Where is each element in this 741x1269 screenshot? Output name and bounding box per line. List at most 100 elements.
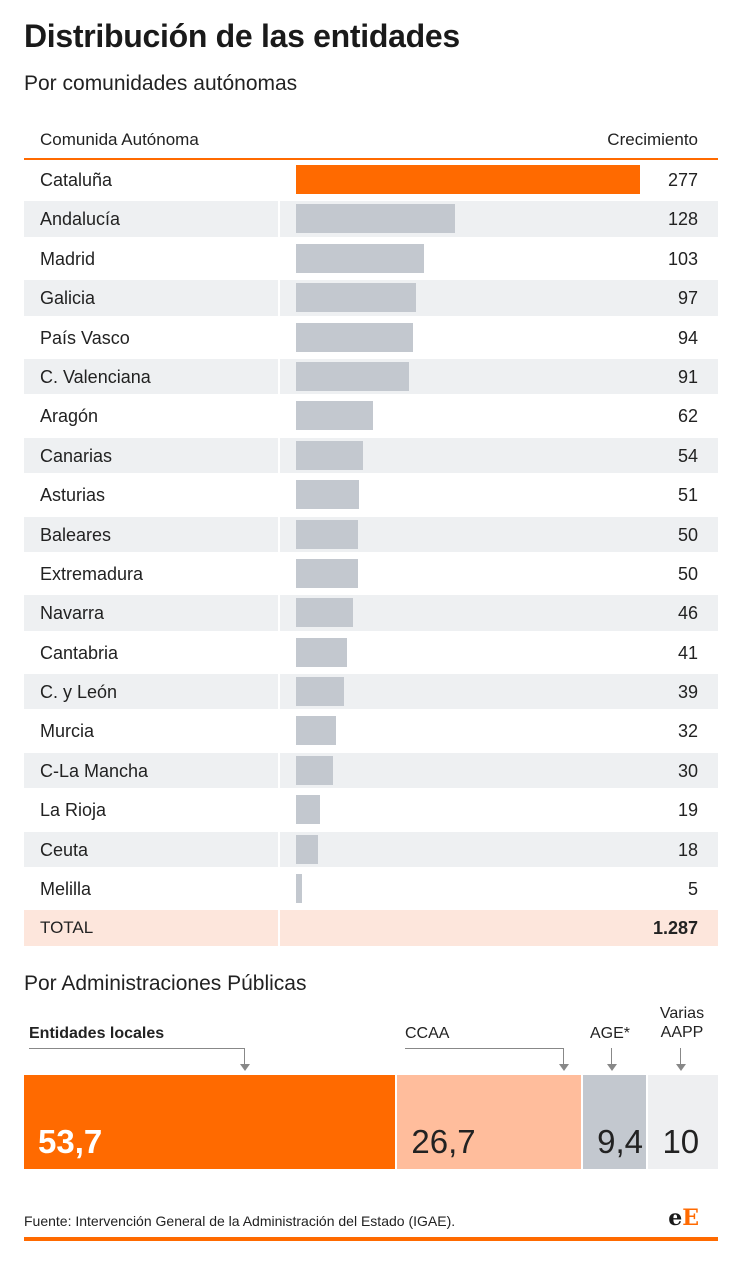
row-value: 46: [677, 603, 698, 624]
table-row: Extremadura 50: [24, 554, 718, 593]
table-row: País Vasco 94: [24, 318, 718, 357]
row-bg: [280, 674, 718, 710]
arrow-down-icon: [240, 1064, 250, 1071]
row-label: C. y León: [40, 682, 118, 703]
table-row: Andalucía 128: [24, 199, 718, 238]
stack-segment: 9,4: [583, 1075, 647, 1169]
row-bg: [24, 437, 278, 474]
total-value: 1.287: [652, 918, 698, 939]
row-value: 41: [677, 642, 698, 663]
row-bg: [280, 910, 718, 946]
stack-segment: 10: [648, 1075, 718, 1169]
row-value: 97: [677, 288, 698, 309]
connector-line: [29, 1048, 245, 1049]
table-row: Madrid 103: [24, 239, 718, 278]
row-label: La Rioja: [40, 800, 107, 821]
row-bg: [24, 910, 278, 946]
logo-part-E: E: [682, 1205, 699, 1231]
stack-value: 26,7: [411, 1123, 476, 1160]
connector-line: [611, 1048, 612, 1064]
row-value: 50: [677, 563, 698, 584]
bar: [296, 440, 364, 470]
bar: [296, 755, 334, 785]
row-label: C-La Mancha: [40, 760, 149, 781]
row-label: C. Valenciana: [40, 366, 151, 387]
row-label: Navarra: [40, 603, 105, 624]
bar: [296, 834, 319, 864]
bar: [296, 204, 455, 234]
table-row: C. Valenciana 91: [24, 357, 718, 396]
table-row: C. y León 39: [24, 672, 718, 711]
row-value: 5: [687, 879, 698, 900]
row-bg: [280, 792, 718, 827]
logo-part-e: e: [668, 1205, 683, 1231]
admin-label-age: AGE*: [590, 1025, 631, 1042]
row-label: Aragón: [40, 406, 99, 427]
row-value: 30: [677, 760, 698, 781]
row-value: 39: [677, 682, 698, 703]
bar: [296, 677, 345, 707]
bar: [296, 243, 424, 273]
bar: [296, 874, 303, 904]
row-value: 103: [667, 248, 698, 269]
stack-value: 53,7: [38, 1123, 103, 1160]
row-bg: [24, 516, 278, 552]
connector-line: [244, 1048, 245, 1064]
row-bg: [280, 831, 718, 868]
row-label: Melilla: [40, 879, 92, 900]
row-bg: [280, 752, 718, 789]
row-label: Baleares: [40, 524, 112, 545]
row-value: 91: [677, 366, 698, 387]
arrow-down-icon: [559, 1064, 569, 1071]
source-note: Fuente: Intervención General de la Admin…: [24, 1213, 456, 1229]
row-bg: [24, 595, 278, 631]
row-label: Galicia: [40, 288, 96, 309]
row-bg: [24, 831, 278, 868]
row-label: País Vasco: [40, 327, 130, 348]
connector-line: [680, 1048, 681, 1064]
table-row: C-La Mancha 30: [24, 751, 718, 790]
row-value: 94: [677, 327, 698, 348]
bar: [296, 361, 409, 391]
admin-label-varias-text: Varias AAPP: [659, 1005, 705, 1041]
table-row: Galicia 97: [24, 278, 718, 317]
table-row: La Rioja 19: [24, 790, 718, 829]
table-row: Cantabria 41: [24, 633, 718, 672]
bar: [296, 322, 413, 352]
bar: [296, 558, 359, 588]
table-row: Murcia 32: [24, 711, 718, 750]
row-bg: [24, 201, 278, 237]
row-bg: [280, 713, 718, 748]
row-label: Extremadura: [40, 563, 144, 584]
table-row: Baleares 50: [24, 515, 718, 554]
row-label: Canarias: [40, 445, 113, 466]
bar: [296, 480, 360, 510]
row-value: 54: [677, 445, 698, 466]
row-value: 32: [677, 721, 698, 742]
bar: [296, 598, 354, 628]
bar: [296, 165, 640, 194]
row-bg: [24, 358, 278, 395]
stack-value: 10: [662, 1123, 700, 1160]
bar: [296, 519, 359, 549]
brand-logo: eE: [668, 1205, 699, 1231]
column-header-value: Crecimiento: [607, 130, 698, 149]
row-bg: [24, 674, 278, 710]
total-row: TOTAL 1.287: [24, 908, 718, 947]
page-title: Distribución de las entidades: [24, 18, 460, 54]
table-row: Navarra 46: [24, 593, 718, 632]
connector-line: [405, 1048, 564, 1049]
bar: [296, 716, 336, 746]
admin-label-local: Entidades locales: [29, 1025, 165, 1042]
row-bg: [280, 871, 718, 906]
row-label: Cantabria: [40, 642, 119, 663]
bar: [296, 637, 347, 667]
section-title-admin: Por Administraciones Públicas: [24, 972, 307, 995]
row-label: Asturias: [40, 485, 106, 506]
total-label: TOTAL: [40, 918, 94, 938]
table-row: Asturias 51: [24, 475, 718, 514]
row-label: Andalucía: [40, 209, 121, 230]
row-bg: [24, 280, 278, 316]
table-row: Cataluña 277: [24, 160, 718, 199]
bottom-rule: [24, 1237, 718, 1241]
